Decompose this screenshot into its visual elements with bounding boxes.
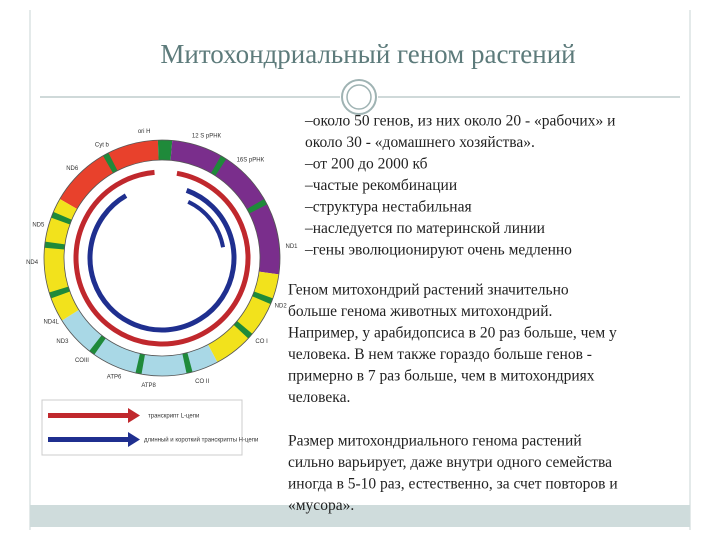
bullet: –от 200 до 2000 кб — [304, 156, 428, 173]
legend-label: транскрипт L-цепи — [148, 414, 199, 420]
gene-label: ND6 — [66, 166, 79, 172]
gene-label: ND5 — [32, 222, 45, 228]
bottom-band — [30, 505, 690, 527]
legend-arrow — [48, 413, 128, 418]
bullet: –около 50 генов, из них около 20 - «рабо… — [304, 113, 615, 130]
gene-mark — [256, 204, 259, 209]
paragraph-line: человека. В нем также гораздо больше ген… — [288, 346, 592, 363]
bullet: –структура нестабильная — [304, 199, 472, 216]
paragraph-line: иногда в 5-10 раз, естественно, за счет … — [288, 476, 618, 493]
gene-label: ND4 — [26, 260, 39, 266]
gene-mark — [108, 162, 113, 165]
gene-label: CO II — [195, 379, 209, 385]
bullet: –наследуется по материнской линии — [304, 220, 545, 237]
gene-mark — [54, 243, 55, 249]
bullet: –гены эволюционируют очень медленно — [304, 242, 572, 259]
paragraph-line: Размер митохондриального генома растений — [288, 433, 582, 450]
gene-mark — [138, 363, 144, 364]
gene-mark — [216, 164, 221, 167]
gene-label: ND4L — [43, 320, 59, 326]
paragraph-line: человека. — [288, 389, 350, 406]
gene-label: ND1 — [285, 244, 298, 250]
gene-label: ori H — [138, 129, 151, 135]
gene-label: CO I — [255, 339, 268, 345]
paragraph-line: больше генома животных митохондрий. — [288, 303, 552, 320]
gene-label: ATP6 — [107, 374, 122, 380]
legend-arrow — [48, 437, 128, 442]
gene-mark — [241, 327, 245, 331]
gene-label: ND2 — [275, 304, 288, 310]
legend-box — [42, 400, 242, 455]
bullet: –частые рекомбинации — [304, 177, 457, 194]
legend-label: длинный и короткий транскрипты H-цепи — [144, 437, 258, 444]
gene-label: 16S рРНК — [237, 157, 265, 163]
bullet: около 30 - «домашнего хозяйства». — [305, 134, 535, 151]
gene-label: 12 S рРНК — [192, 133, 222, 139]
gene-mark — [261, 295, 263, 300]
gene-label: COIII — [75, 358, 89, 364]
gene-mark — [61, 216, 63, 221]
paragraph-line: Например, у арабидопсиса в 20 раз больше… — [288, 325, 617, 342]
gene-label: ATP8 — [141, 383, 156, 389]
paragraph-line: Геном митохондрий растений значительно — [288, 282, 569, 299]
paragraph-line: примерно в 7 раз больше, чем в митохондр… — [288, 368, 595, 385]
paragraph-line: сильно варьирует, даже внутри одного сем… — [288, 454, 612, 471]
gene-mark — [184, 362, 189, 363]
gene-label: Cyt b — [95, 143, 110, 149]
gene-label: ND3 — [56, 339, 69, 345]
paragraph-line: «мусора». — [288, 497, 354, 514]
gene-mark — [59, 290, 61, 295]
gene-mark — [96, 343, 101, 346]
title: Митохондриальный геном растений — [160, 39, 575, 69]
